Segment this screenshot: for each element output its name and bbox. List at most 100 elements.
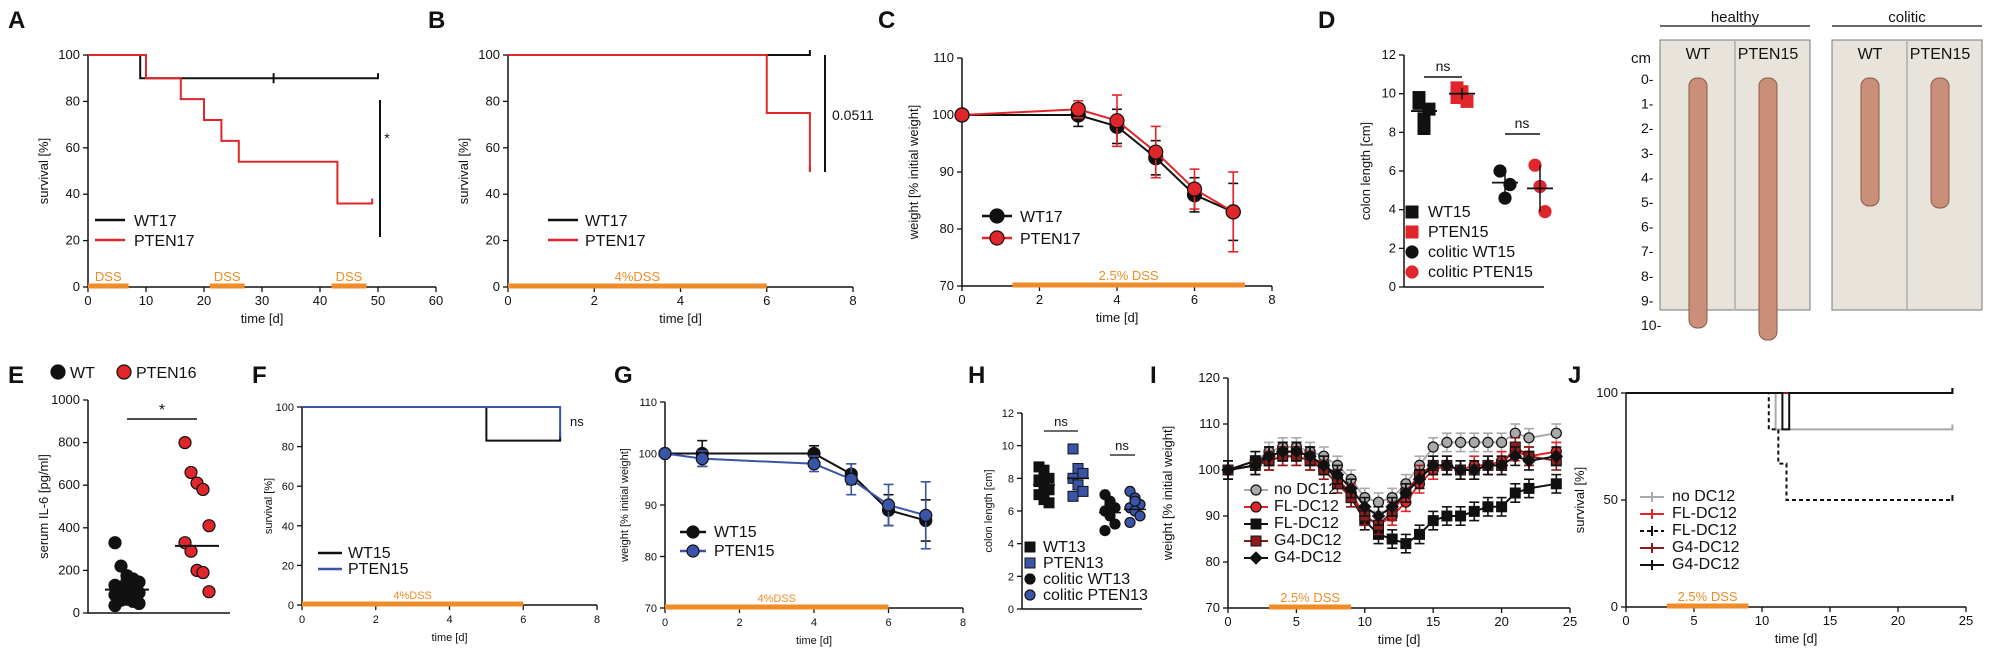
x-tick-label: 2 [373, 614, 379, 626]
y-tick-label: 70 [940, 278, 954, 293]
legend-marker [1250, 518, 1262, 530]
x-tick-label: 20 [197, 293, 211, 308]
y-tick-label: 110 [933, 50, 954, 65]
x-tick-label: 20 [1494, 614, 1508, 629]
y-tick-label: 80 [486, 93, 500, 108]
x-tick-label: 4 [677, 293, 684, 308]
y-tick-label: 1000 [51, 392, 80, 407]
weight-curve-pten-point [844, 472, 858, 486]
x-axis-label: time [d] [659, 311, 702, 326]
legend-marker [1405, 245, 1419, 259]
legend-label: PTEN17 [585, 233, 646, 250]
panel-b: 0 20 40 60 80 100 0 2 4 6 8 time [d] survival [%] B 0.… [428, 7, 874, 326]
x-tick-label: 8 [1268, 292, 1275, 307]
panel-h: 0 2 4 6 8 10 12 colon length [cm] Hns ns WT13PTEN1… [968, 362, 1148, 616]
y-tick-label: 100 [932, 107, 954, 122]
x-tick-label: 8 [594, 614, 600, 626]
data-point [1450, 81, 1464, 95]
legend-label: FL-DC12 [1274, 498, 1339, 515]
x-tick-label: 50 [371, 293, 385, 308]
y-tick-label: 2 [1008, 571, 1014, 583]
weight-curve-2-point [1386, 533, 1398, 545]
data-point [1129, 495, 1141, 507]
x-tick-label: 0 [958, 292, 965, 307]
weight-curve-4-point [1508, 449, 1522, 463]
x-tick-label: 10 [1358, 614, 1372, 629]
legend-marker [1024, 589, 1036, 601]
weight-curve-pten-point [919, 508, 933, 522]
panel-letter: D [1318, 7, 1335, 34]
legend-marker [1405, 265, 1419, 279]
legend-label: G4-DC12 [1672, 539, 1740, 556]
y-tick-label: 60 [282, 481, 294, 493]
weight-curve-2-point [1496, 501, 1508, 513]
y-tick-label: 8 [1389, 124, 1396, 139]
ruler-tick-label: 1- [1641, 96, 1654, 112]
legend-label: PTEN15 [714, 543, 775, 560]
dss-label: DSS [336, 269, 363, 284]
legend-marker [686, 544, 700, 558]
x-tick-label: 5 [1293, 614, 1300, 629]
panel-letter: E [8, 362, 24, 389]
x-axis-label: time [d] [1775, 631, 1818, 646]
weight-curve-2-point [1427, 515, 1439, 527]
x-tick-label: 5 [1690, 613, 1697, 628]
ruler-tick-label: 2- [1641, 120, 1654, 136]
data-point [1099, 524, 1111, 537]
y-tick-label: 120 [1198, 370, 1220, 385]
x-tick-label: 25 [1563, 614, 1577, 629]
y-tick-label: 8 [1008, 473, 1014, 485]
x-tick-label: 0 [84, 293, 91, 308]
x-tick-label: 8 [960, 617, 966, 629]
weight-curve-4-point [1494, 458, 1509, 473]
panel-letter: I [1150, 362, 1157, 389]
legend-label: PTEN17 [134, 233, 195, 250]
legend-label: PTEN15 [348, 561, 409, 578]
weight-curve-0-point [1482, 436, 1494, 448]
y-axis-label: survival [%] [456, 138, 471, 204]
p-value-label: 0.0511 [832, 107, 874, 123]
data-point [120, 574, 134, 588]
weight-curve-pten-point [1148, 144, 1164, 160]
x-tick-label: 0 [1622, 613, 1629, 628]
weight-curve-pten-point [658, 446, 672, 461]
lane-label: WT15 [1686, 46, 1711, 63]
y-axis-label: weight [% initial weight] [619, 448, 631, 563]
legend-marker [686, 525, 700, 539]
legend-label: G4-DC12 [1274, 532, 1342, 549]
x-tick-label: 30 [255, 293, 269, 308]
x-tick-label: 8 [849, 293, 856, 308]
significance-label: * [159, 402, 165, 419]
x-tick-label: 6 [1191, 292, 1198, 307]
x-tick-label: 2 [591, 293, 598, 308]
data-point [196, 565, 210, 580]
data-point [1077, 485, 1089, 497]
weight-curve-0-point [1550, 427, 1562, 439]
weight-curve-2-point [1550, 478, 1562, 490]
y-tick-label: 20 [486, 233, 500, 248]
legend-label: WT17 [134, 213, 177, 230]
y-axis-label: survival [%] [263, 478, 275, 534]
y-tick-label: 80 [645, 552, 657, 564]
legend-label: PTEN17 [1020, 231, 1081, 248]
legend-label: PTEN13 [1043, 555, 1104, 572]
panel-f: 0 20 40 60 80 100 0 2 4 6 8 time [d] survival [%] Fns… [252, 362, 600, 644]
data-point [132, 596, 146, 611]
y-tick-label: 0 [288, 600, 294, 612]
dss-label: 4%DSS [757, 593, 796, 605]
panel-letter: A [8, 7, 25, 34]
y-tick-label: 90 [645, 500, 657, 512]
legend-marker [1250, 501, 1262, 513]
y-tick-label: 0 [1389, 279, 1396, 294]
panel-e: 0 200 400 600 800 1000 serum IL-6 [pg/ml] E * WT1… [8, 362, 230, 620]
data-point [1124, 516, 1136, 529]
y-tick-label: 20 [66, 233, 80, 248]
y-tick-label: 90 [1206, 508, 1220, 523]
dss-label: 2.5% DSS [1280, 590, 1340, 605]
weight-curve-4-point [1303, 449, 1317, 463]
survival-curve-4 [1626, 392, 1953, 431]
colon-specimen [1758, 77, 1778, 341]
